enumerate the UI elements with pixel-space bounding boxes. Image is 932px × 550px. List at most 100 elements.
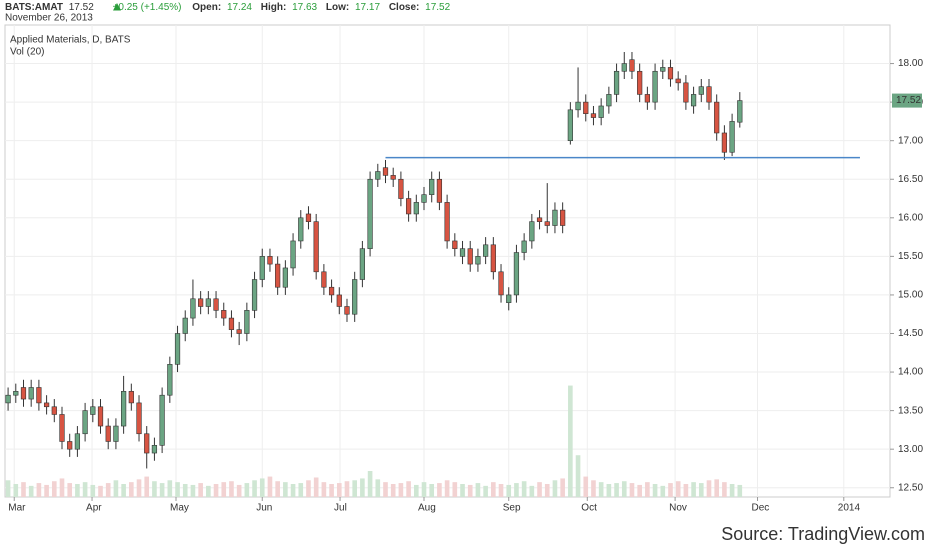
candle-body: [20, 387, 27, 400]
candle-body: [144, 433, 150, 454]
volume-bar: [244, 483, 250, 497]
volume-bar: [221, 482, 227, 497]
volume-bar: [514, 483, 519, 497]
candle-body: [236, 329, 242, 334]
volume-bar: [283, 482, 288, 497]
candle-body: [36, 387, 42, 404]
candle-body: [375, 171, 381, 180]
y-tick-label: 13.00: [898, 444, 923, 455]
candle-body: [490, 244, 496, 273]
candle-body: [483, 244, 489, 257]
candle-body: [305, 213, 312, 222]
x-tick-label: May: [170, 503, 189, 514]
candle-body: [275, 263, 281, 288]
candle-body: [182, 317, 188, 334]
x-tick-label: Oct: [581, 503, 597, 514]
volume-bar: [90, 484, 96, 497]
volume-bar: [652, 484, 658, 497]
candle-body: [313, 221, 319, 273]
candle-body: [367, 178, 373, 249]
header: BATS:AMAT 17.52 +0.25 (+1.45%) Open: 17.…: [5, 2, 451, 13]
close-label: Close:: [389, 2, 420, 13]
x-tick-label: Jun: [256, 503, 272, 514]
low-value: 17.17: [355, 2, 380, 13]
volume-bar: [298, 483, 304, 497]
volume-bar: [213, 484, 219, 497]
volume-bar: [537, 482, 542, 497]
volume-bar: [614, 483, 619, 497]
candle-body: [205, 298, 211, 307]
y-tick-label: 16.50: [898, 174, 923, 185]
y-tick-label: 12.50: [898, 482, 923, 493]
symbol: BATS:AMAT: [5, 2, 63, 13]
candle-body: [328, 286, 335, 296]
price-tag: [892, 93, 922, 108]
volume-bar: [367, 471, 373, 497]
candle-body: [105, 425, 111, 442]
volume-bar: [105, 483, 111, 497]
volume-bar: [136, 479, 142, 497]
candle-body: [121, 391, 127, 427]
volume-bar: [198, 483, 203, 497]
volume-bar: [275, 481, 280, 497]
x-tick-label: Apr: [86, 503, 102, 514]
volume-bar: [51, 481, 57, 497]
price-tag-label: 17.52: [896, 95, 921, 106]
volume-bar: [352, 480, 357, 497]
volume-bar: [552, 480, 558, 497]
volume-bar: [467, 484, 473, 497]
up-arrow: [113, 3, 121, 11]
volume-bar: [290, 484, 296, 497]
volume-bar: [568, 385, 573, 497]
candle-body: [575, 101, 581, 111]
volume-bar: [159, 483, 165, 497]
volume-bar: [591, 480, 596, 497]
change: +0.25 (+1.45%): [113, 2, 182, 13]
volume-bar: [206, 485, 211, 497]
volume-bar: [437, 483, 442, 497]
candle-body: [529, 221, 535, 242]
x-tick-label: Nov: [669, 503, 687, 514]
volume-bar: [321, 482, 327, 497]
chart-title: Applied Materials, D, BATS: [10, 35, 131, 46]
candle-body: [390, 175, 396, 180]
candle-body: [413, 202, 419, 215]
candle-body: [113, 425, 119, 442]
volume-bar: [44, 484, 49, 497]
volume-bar: [598, 482, 604, 497]
volume-bar: [129, 482, 134, 497]
candle-body: [28, 387, 34, 400]
volume-bar: [383, 482, 388, 497]
volume-bar: [67, 483, 73, 497]
y-tick-label: 14.00: [898, 367, 923, 378]
candle-body: [536, 217, 543, 222]
volume-bar: [13, 484, 19, 497]
candle-body: [67, 441, 73, 450]
candle-body: [606, 94, 612, 107]
volume-bar: [668, 483, 673, 497]
candle-body: [644, 94, 650, 103]
x-tick-label: Mar: [8, 503, 26, 514]
candle-body: [452, 240, 458, 249]
volume-bar: [714, 479, 720, 497]
volume-bar: [75, 484, 80, 497]
candle-body: [429, 178, 435, 195]
candle-body: [513, 252, 520, 296]
volume-bar: [28, 485, 34, 497]
candle-body: [667, 67, 674, 80]
volume-bar: [182, 484, 188, 497]
volume-bar: [506, 484, 512, 497]
candle-body: [405, 198, 412, 215]
candle-body: [259, 256, 265, 280]
candle-body: [5, 394, 11, 404]
low-label: Low:: [326, 2, 349, 13]
volume-bar: [475, 483, 481, 497]
last-price: 17.52: [69, 2, 94, 13]
volume-bar: [59, 478, 65, 497]
candle-body: [298, 217, 304, 242]
volume-bar: [98, 485, 103, 497]
candle-body: [652, 70, 658, 103]
candle-body: [128, 391, 134, 404]
candle-body: [706, 86, 712, 103]
